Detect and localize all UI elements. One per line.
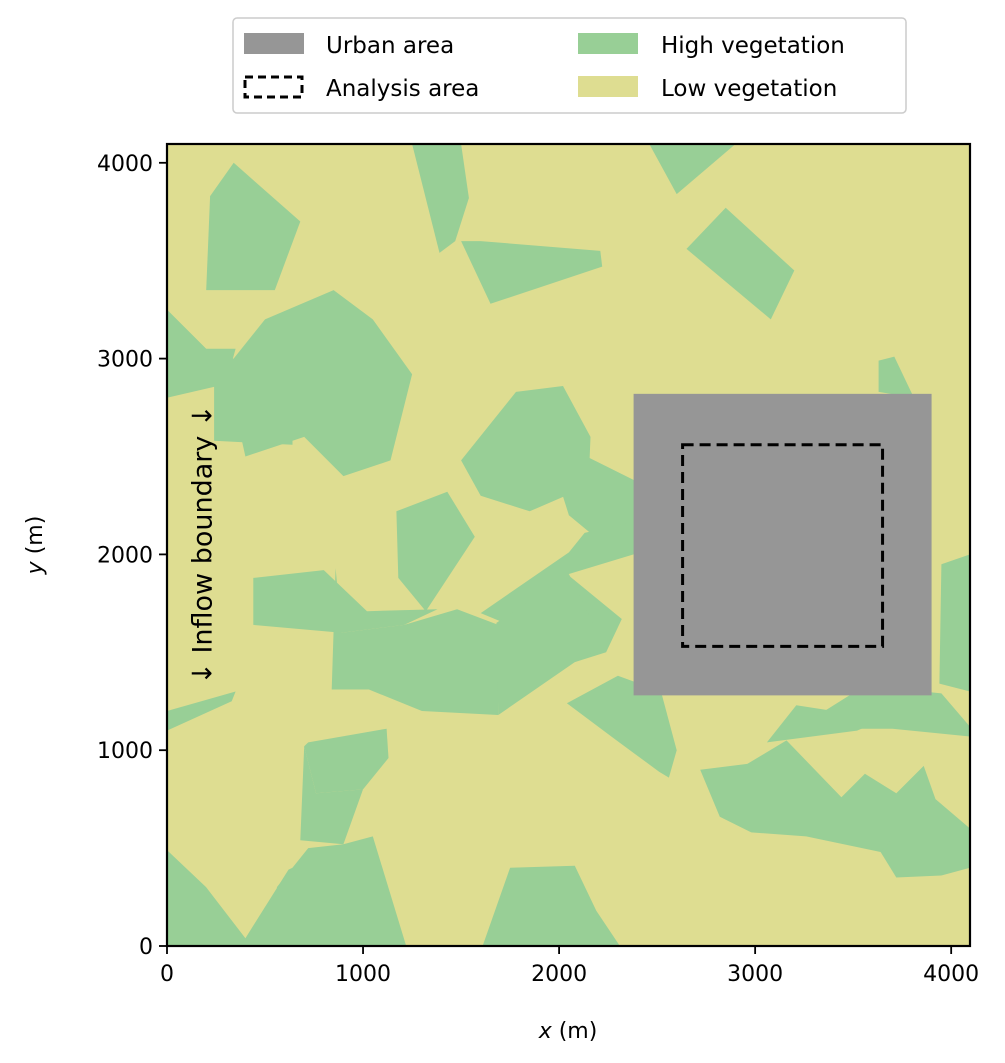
inflow-boundary-annotation: ↓ Inflow boundary ↓ xyxy=(188,404,219,684)
high-vegetation-patch xyxy=(300,746,363,845)
legend-swatch-urban xyxy=(244,33,304,54)
high-vegetation-patch xyxy=(206,162,301,291)
y-tick-label: 0 xyxy=(139,935,153,960)
plot-area xyxy=(167,144,970,946)
high-vegetation-patch xyxy=(214,358,293,445)
high-vegetation-patch xyxy=(496,574,605,715)
x-tick-label: 3000 xyxy=(727,962,783,987)
legend-swatch-high-vegetation xyxy=(578,33,638,54)
high-vegetation-patch xyxy=(167,691,236,731)
high-vegetation-patch xyxy=(566,675,677,778)
analysis-area xyxy=(681,443,885,648)
x-tick-label: 0 xyxy=(160,962,174,987)
high-vegetation-patch xyxy=(482,865,620,946)
x-axis-label: x (m) xyxy=(538,1019,598,1044)
urban-area xyxy=(633,393,932,696)
y-tick-label: 2000 xyxy=(97,543,153,568)
high-vegetation-patch xyxy=(412,144,469,253)
high-vegetation-patch xyxy=(304,728,389,794)
legend-label-high-vegetation: High vegetation xyxy=(661,33,845,59)
high-vegetation-patch xyxy=(686,207,795,320)
legend-label-analysis: Analysis area xyxy=(326,76,479,102)
high-vegetation-patch xyxy=(253,570,438,633)
y-tick-label: 4000 xyxy=(97,152,153,177)
high-vegetation-patch xyxy=(700,740,970,876)
legend-label-low-vegetation: Low vegetation xyxy=(661,76,837,102)
high-vegetation-patch xyxy=(649,144,736,195)
y-tick-label: 1000 xyxy=(97,739,153,764)
plot-frame xyxy=(165,142,972,948)
high-vegetation-patches xyxy=(167,144,970,946)
high-vegetation-patch xyxy=(939,554,970,692)
high-vegetation-patch xyxy=(878,356,914,398)
y-axis-ticks: 0 1000 2000 3000 4000 xyxy=(97,152,167,960)
high-vegetation-patch xyxy=(796,685,970,737)
x-tick-label: 2000 xyxy=(531,962,587,987)
legend: Urban area Analysis area High vegetation… xyxy=(232,17,907,114)
high-vegetation-patch xyxy=(331,568,499,715)
high-vegetation-patch xyxy=(480,513,669,623)
high-vegetation-patch xyxy=(547,444,658,543)
x-axis-ticks: 0 1000 2000 3000 4000 xyxy=(160,946,979,987)
x-tick-label: 1000 xyxy=(335,962,391,987)
y-axis-label: y (m) xyxy=(23,516,48,576)
high-vegetation-patch xyxy=(276,844,403,946)
high-vegetation-patch xyxy=(880,838,942,878)
y-tick-label: 3000 xyxy=(97,348,153,373)
legend-swatch-low-vegetation xyxy=(578,76,638,97)
x-tick-label: 4000 xyxy=(923,962,979,987)
high-vegetation-patch xyxy=(461,241,603,304)
legend-label-urban: Urban area xyxy=(326,33,454,59)
legend-swatch-analysis xyxy=(243,75,304,99)
legend-frame xyxy=(232,17,907,114)
high-vegetation-patch xyxy=(396,491,475,612)
